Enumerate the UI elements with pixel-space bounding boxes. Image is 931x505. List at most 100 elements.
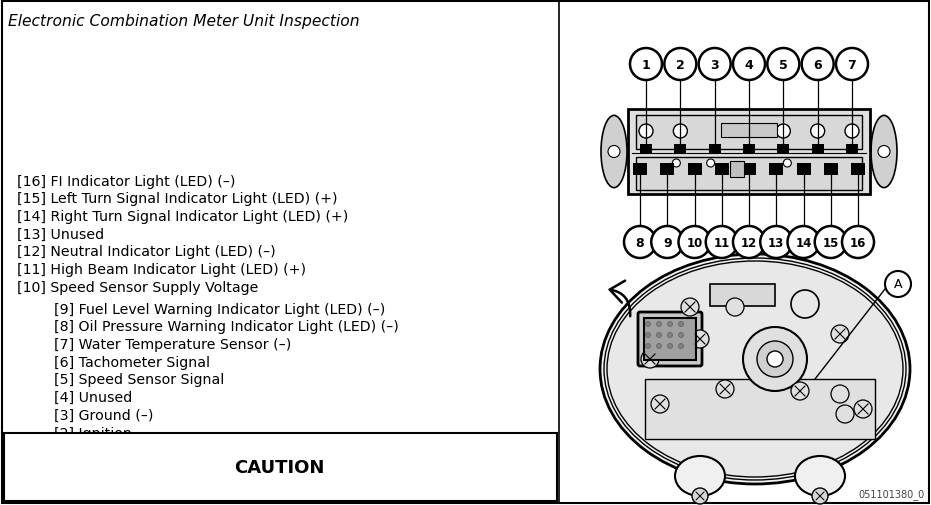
FancyBboxPatch shape [644,318,696,360]
Text: 13: 13 [768,236,785,249]
Circle shape [815,227,847,259]
Bar [636,158,862,190]
Ellipse shape [795,456,845,496]
Circle shape [630,49,662,81]
Circle shape [791,290,819,318]
Text: • Remove the meter unit [A] (see Meter Unit Removal).: • Remove the meter unit [A] (see Meter U… [9,465,402,479]
Circle shape [757,341,793,377]
Circle shape [639,125,653,139]
Text: 15: 15 [823,236,839,249]
Bar [708,145,721,155]
Ellipse shape [601,116,627,188]
Circle shape [665,49,696,81]
Text: [2] Ignition: [2] Ignition [54,426,132,440]
Circle shape [691,330,709,348]
Circle shape [668,333,672,338]
Text: 051101380_0: 051101380_0 [858,488,925,499]
FancyBboxPatch shape [710,284,775,307]
Bar [721,124,777,138]
Text: 3: 3 [710,59,719,71]
Circle shape [645,322,651,327]
Text: 8: 8 [636,236,644,249]
Circle shape [645,333,651,338]
Circle shape [761,227,792,259]
Circle shape [656,322,662,327]
Circle shape [679,333,683,338]
Circle shape [767,49,800,81]
Bar [846,145,858,155]
FancyBboxPatch shape [638,313,702,366]
Bar [4,433,557,501]
Text: Electronic Combination Meter Unit Inspection: Electronic Combination Meter Unit Inspec… [8,14,359,29]
Bar [769,164,783,176]
Bar [660,164,674,176]
Text: [8] Oil Pressure Warning Indicator Light (LED) (–): [8] Oil Pressure Warning Indicator Light… [54,320,398,334]
Circle shape [836,405,854,423]
Bar [777,145,789,155]
Circle shape [788,227,819,259]
FancyArrowPatch shape [610,281,630,317]
Text: 6: 6 [814,59,822,71]
Circle shape [679,344,683,349]
Text: 16: 16 [850,236,866,249]
Ellipse shape [607,262,903,477]
Bar [715,164,729,176]
Circle shape [878,146,890,158]
Circle shape [767,351,783,367]
Text: [15] Left Turn Signal Indicator Light (LED) (+): [15] Left Turn Signal Indicator Light (L… [17,192,337,206]
Text: [10] Speed Sensor Supply Voltage: [10] Speed Sensor Supply Voltage [17,280,258,294]
Ellipse shape [604,259,906,480]
Text: 10: 10 [686,236,703,249]
Circle shape [645,344,651,349]
Circle shape [836,49,868,81]
Ellipse shape [675,456,725,496]
Text: 14: 14 [795,236,812,249]
Circle shape [776,125,790,139]
Text: 7: 7 [847,59,857,71]
Circle shape [811,125,825,139]
Bar [687,164,701,176]
Bar [742,164,756,176]
Circle shape [668,344,672,349]
Circle shape [656,333,662,338]
Circle shape [831,325,849,343]
Circle shape [651,395,669,413]
Circle shape [831,385,849,403]
Circle shape [743,327,807,391]
Circle shape [707,160,715,168]
Text: [16] FI Indicator Light (LED) (–): [16] FI Indicator Light (LED) (–) [17,174,236,188]
Text: CAUTION: CAUTION [234,458,325,476]
Circle shape [854,400,872,418]
Text: [9] Fuel Level Warning Indicator Light (LED) (–): [9] Fuel Level Warning Indicator Light (… [54,302,385,316]
Text: 5: 5 [779,59,788,71]
Text: 1: 1 [641,59,651,71]
Circle shape [716,380,734,398]
Text: [5] Speed Sensor Signal: [5] Speed Sensor Signal [54,373,224,387]
Circle shape [706,227,737,259]
Text: 2: 2 [676,59,684,71]
Text: [1] Battery (+): [1] Battery (+) [54,443,158,458]
Circle shape [679,227,710,259]
Text: [6] Tachometer Signal: [6] Tachometer Signal [54,355,210,369]
Text: [14] Right Turn Signal Indicator Light (LED) (+): [14] Right Turn Signal Indicator Light (… [17,210,348,224]
Circle shape [673,125,687,139]
Bar [812,145,824,155]
Circle shape [842,227,874,259]
Circle shape [783,160,791,168]
Circle shape [652,227,683,259]
Text: [11] High Beam Indicator Light (LED) (+): [11] High Beam Indicator Light (LED) (+) [17,263,305,277]
Circle shape [802,49,833,81]
Bar [633,164,647,176]
Circle shape [608,146,620,158]
Circle shape [656,344,662,349]
Bar [797,164,811,176]
Circle shape [681,298,699,316]
Circle shape [679,322,683,327]
Circle shape [733,227,765,259]
Bar [628,110,870,194]
Text: 11: 11 [714,236,730,249]
Text: [7] Water Temperature Sensor (–): [7] Water Temperature Sensor (–) [54,337,291,351]
Circle shape [845,125,859,139]
Text: [12] Neutral Indicator Light (LED) (–): [12] Neutral Indicator Light (LED) (–) [17,245,276,259]
FancyBboxPatch shape [645,379,875,439]
